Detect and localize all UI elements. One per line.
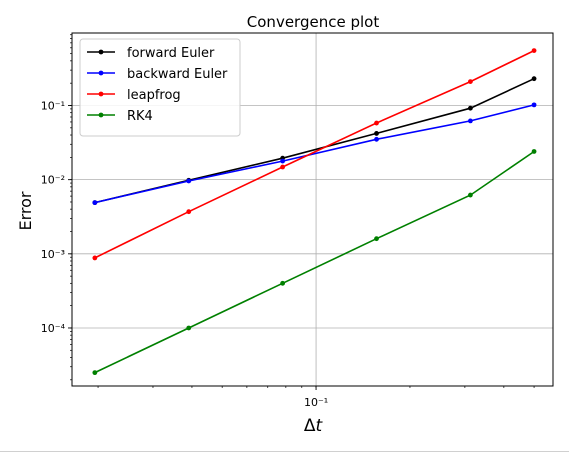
data-point-rk4: [92, 370, 98, 376]
legend-label: forward Euler: [127, 46, 215, 61]
data-point-backward-euler: [92, 200, 98, 206]
y-axis-label: Error: [16, 191, 35, 230]
data-point-forward-euler: [374, 131, 379, 136]
legend-label: leapfrog: [127, 88, 181, 103]
legend-box: [79, 38, 241, 137]
axis-ticks: 10⁻¹ 10⁻¹ 10⁻² 10⁻³ 10⁻⁴: [41, 34, 535, 409]
data-point-leapfrog: [374, 120, 379, 126]
series-line-leapfrog: [94, 49, 535, 259]
data-point-forward-euler: [531, 76, 537, 82]
data-point-rk4: [280, 280, 286, 286]
data-point-rk4: [374, 236, 379, 242]
legend-label: RK4: [127, 109, 153, 124]
data-point-backward-euler: [186, 178, 192, 184]
data-point-rk4: [186, 325, 192, 331]
legend-marker: [98, 112, 104, 118]
x-tick-label: 10⁻¹: [304, 396, 328, 409]
y-tick-label: 10⁻¹: [41, 100, 65, 113]
data-point-leapfrog: [186, 209, 192, 215]
y-tick-label: 10⁻²: [41, 174, 65, 187]
plot-series: [92, 48, 537, 376]
data-point-backward-euler: [374, 136, 379, 142]
data-point-leapfrog: [280, 164, 286, 170]
data-point-rk4: [531, 149, 537, 154]
y-tick-label: 10⁻⁴: [41, 322, 66, 335]
data-point-backward-euler: [531, 102, 537, 108]
chart-title: Convergence plot: [247, 13, 380, 31]
legend: forward Euler backward Euler leapfrog RK4: [79, 38, 241, 137]
data-point-backward-euler: [280, 158, 286, 164]
data-point-leapfrog: [92, 255, 98, 261]
data-point-forward-euler: [468, 105, 473, 111]
divider: [0, 451, 569, 452]
legend-label: backward Euler: [127, 67, 228, 82]
series-line-rk4: [94, 150, 535, 374]
x-axis-label: Δt: [304, 416, 324, 436]
data-point-leapfrog: [531, 48, 537, 54]
legend-marker: [98, 70, 104, 76]
data-point-rk4: [468, 192, 473, 198]
legend-marker: [98, 49, 104, 55]
y-tick-label: 10⁻³: [41, 248, 65, 261]
data-point-backward-euler: [468, 118, 473, 124]
series-line-backward-euler: [94, 104, 535, 204]
data-point-leapfrog: [468, 79, 473, 85]
legend-marker: [98, 91, 104, 97]
